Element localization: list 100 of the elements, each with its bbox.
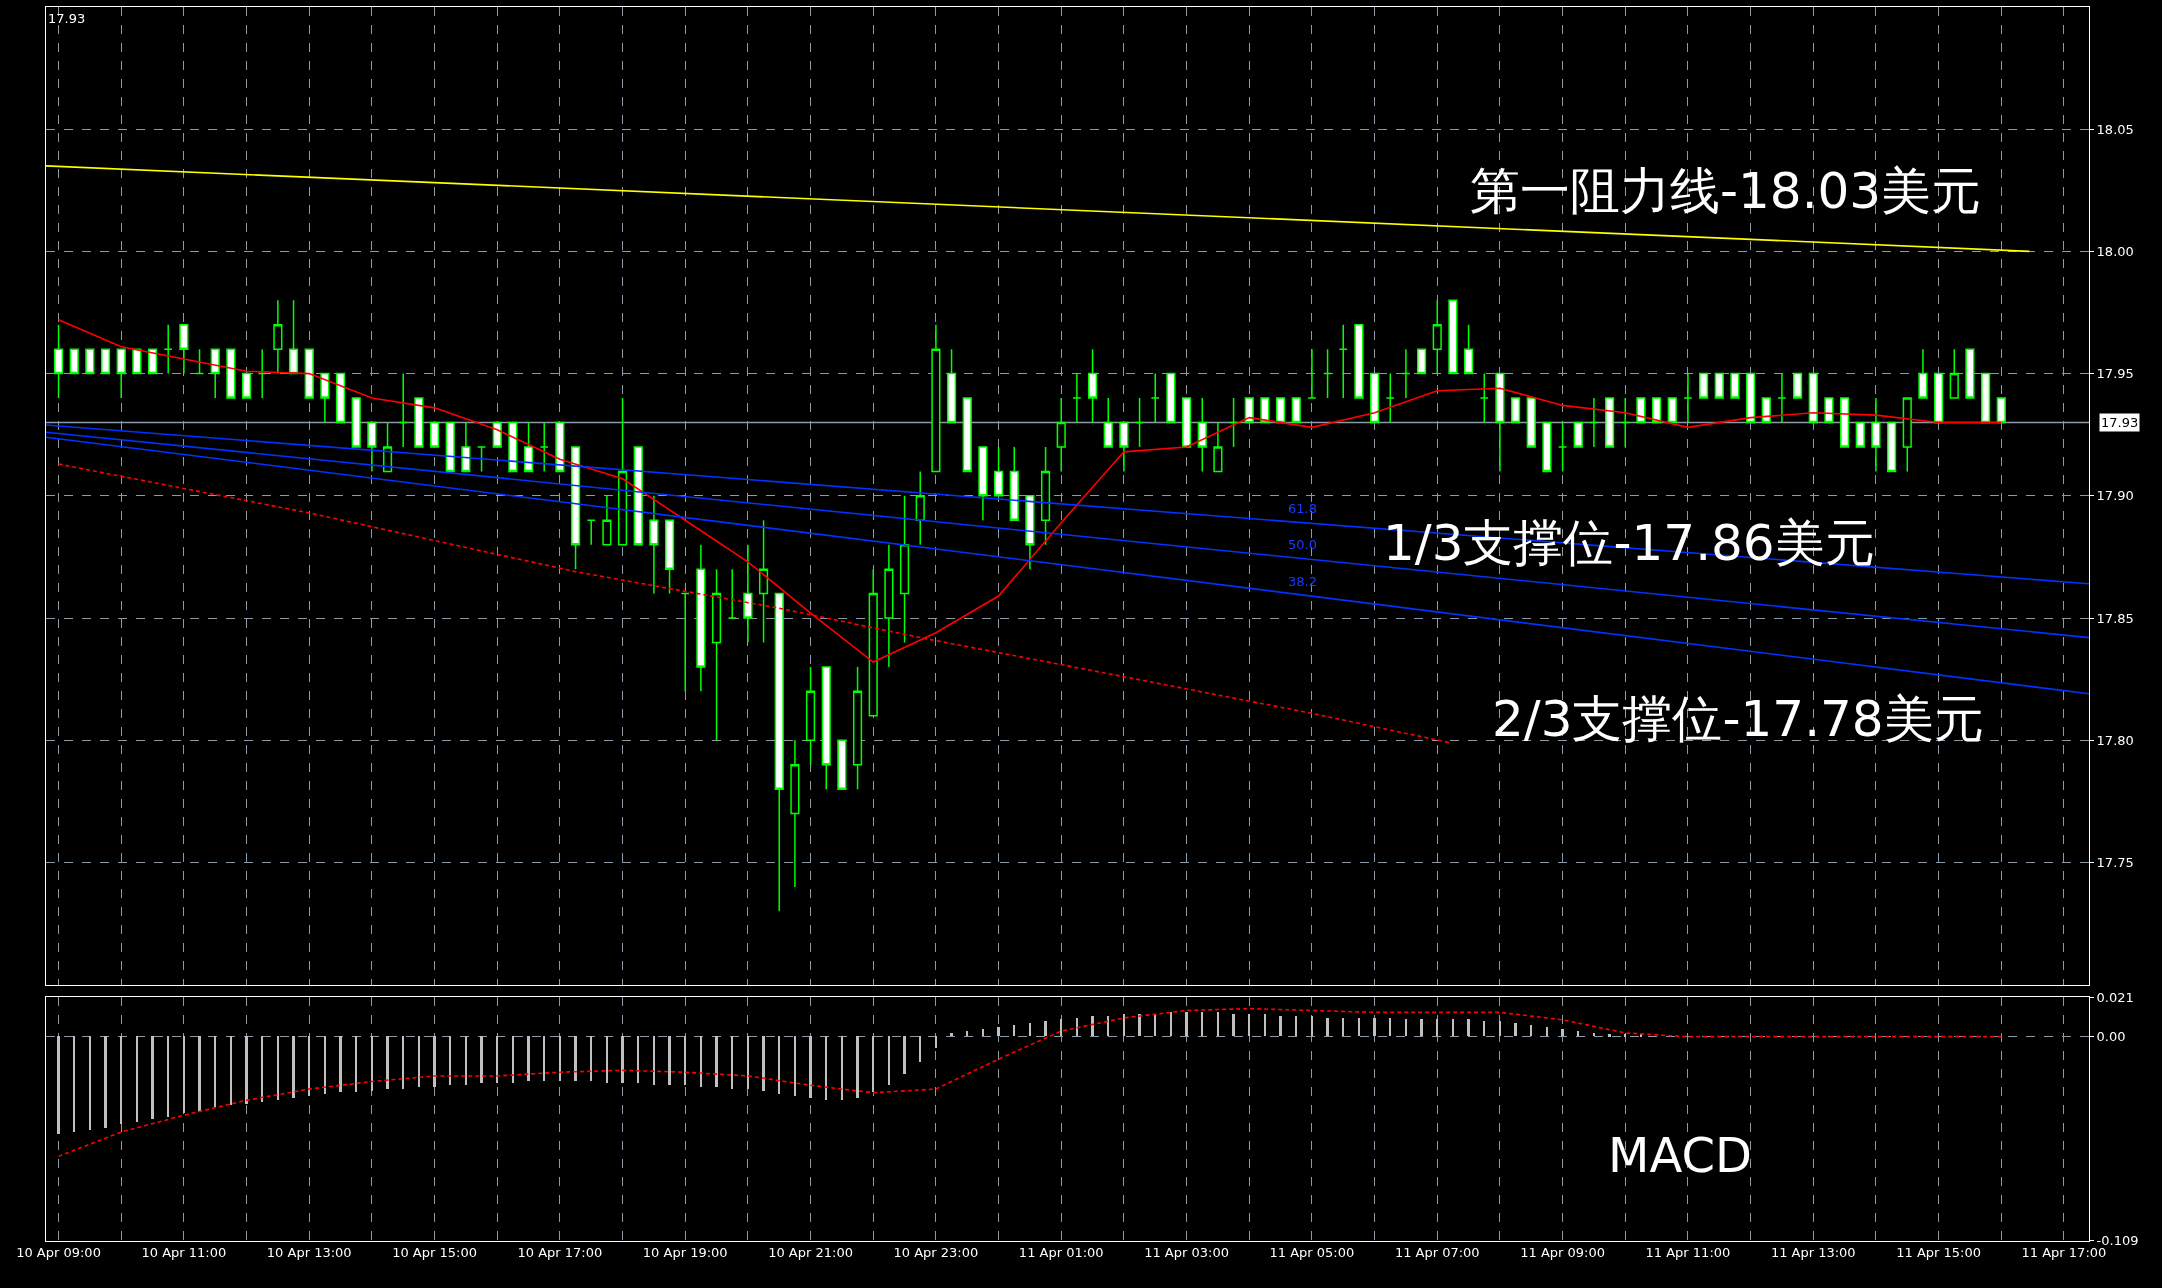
candlestick (758, 519, 769, 644)
candlestick (1354, 323, 1364, 399)
bar (653, 1036, 655, 1086)
bar (559, 1036, 561, 1082)
candlestick (633, 446, 643, 546)
candlestick (1714, 372, 1724, 399)
bar (1185, 1012, 1188, 1037)
candlestick (1824, 397, 1834, 424)
candlestick (774, 592, 784, 913)
candlestick (226, 348, 236, 399)
x-tick-label: 11 Apr 11:00 (1645, 1245, 1731, 1261)
bar (919, 1036, 921, 1063)
candlestick (555, 421, 565, 473)
candlestick (1542, 421, 1552, 473)
candlestick (617, 397, 628, 546)
bar (1608, 1034, 1611, 1038)
candlestick (1589, 397, 1599, 448)
candlestick (1119, 421, 1129, 473)
y-tick-label: 17.85 (2096, 610, 2134, 626)
bar (1123, 1014, 1125, 1037)
x-tick-label: 10 Apr 23:00 (893, 1245, 979, 1261)
candlestick (1871, 397, 1881, 473)
bar (668, 1036, 671, 1086)
bar (1232, 1014, 1235, 1037)
candlestick (852, 666, 863, 790)
candlestick (147, 348, 158, 375)
bar (1013, 1025, 1015, 1037)
candlestick (1432, 299, 1442, 375)
bar (715, 1036, 718, 1088)
candlestick (461, 421, 471, 473)
candlestick (1244, 397, 1254, 424)
candlestick (1918, 348, 1928, 399)
candlestick (429, 421, 440, 448)
candlestick (445, 421, 455, 473)
candlestick (1730, 372, 1740, 399)
candlestick (241, 372, 252, 399)
candlestick (1573, 421, 1583, 448)
candlestick (1620, 397, 1630, 448)
candlestick (1934, 372, 1944, 424)
bar (982, 1029, 984, 1037)
bar (120, 1036, 122, 1125)
candlestick (1981, 372, 1991, 424)
bar (1452, 1019, 1454, 1037)
candlestick (351, 397, 361, 448)
candlestick (179, 323, 189, 375)
x-tick-label: 11 Apr 01:00 (1018, 1245, 1104, 1261)
bar (371, 1036, 373, 1092)
x-tick-label: 10 Apr 11:00 (141, 1245, 227, 1261)
bar (1029, 1023, 1031, 1037)
bar (1044, 1021, 1047, 1037)
candlestick (946, 348, 957, 424)
x-tick-label: 11 Apr 07:00 (1394, 1245, 1480, 1261)
x-tick-label: 10 Apr 21:00 (768, 1245, 853, 1261)
x-tick-label: 10 Apr 17:00 (517, 1245, 603, 1261)
candlestick (1965, 348, 1975, 399)
candlestick (1448, 299, 1458, 375)
bar (480, 1036, 483, 1084)
bar (245, 1036, 248, 1105)
candlestick (1557, 421, 1568, 473)
x-tick-label: 11 Apr 15:00 (1896, 1245, 1981, 1261)
bar (543, 1036, 545, 1082)
bar (136, 1036, 138, 1123)
bar (339, 1036, 342, 1093)
bar (1342, 1018, 1344, 1037)
candlestick (85, 348, 95, 375)
x-tick-label: 10 Apr 09:00 (16, 1245, 101, 1261)
candlestick (320, 372, 330, 424)
candlestick (915, 470, 925, 546)
bar (950, 1033, 953, 1037)
bar (1514, 1023, 1517, 1037)
candlestick (367, 421, 377, 473)
bar (684, 1036, 686, 1086)
candlestick (1228, 397, 1239, 448)
bar (731, 1036, 733, 1090)
bar (1420, 1019, 1423, 1037)
candlestick (476, 446, 487, 473)
annotation: 50.0 (1288, 537, 1317, 552)
bar (418, 1036, 420, 1088)
candlestick (100, 348, 111, 375)
bar (637, 1036, 639, 1084)
candlestick (696, 543, 706, 693)
bar (1373, 1018, 1376, 1037)
candlestick (962, 397, 972, 473)
candlestick (1197, 397, 1207, 473)
candlestick (602, 495, 612, 546)
candlestick (1103, 397, 1113, 448)
candlestick (1338, 323, 1348, 399)
y-tick-label: 0.021 (2096, 989, 2134, 1005)
bar (856, 1036, 859, 1099)
y-tick-label: 17.75 (2096, 855, 2134, 871)
candlestick (335, 372, 346, 424)
bar (496, 1036, 498, 1084)
candlestick (978, 446, 988, 522)
bar (621, 1036, 624, 1084)
bar (1201, 1012, 1203, 1037)
candlestick (899, 495, 910, 644)
candlestick (884, 543, 894, 668)
bar (1467, 1019, 1470, 1037)
candlestick (1322, 348, 1333, 399)
bar (527, 1036, 530, 1082)
